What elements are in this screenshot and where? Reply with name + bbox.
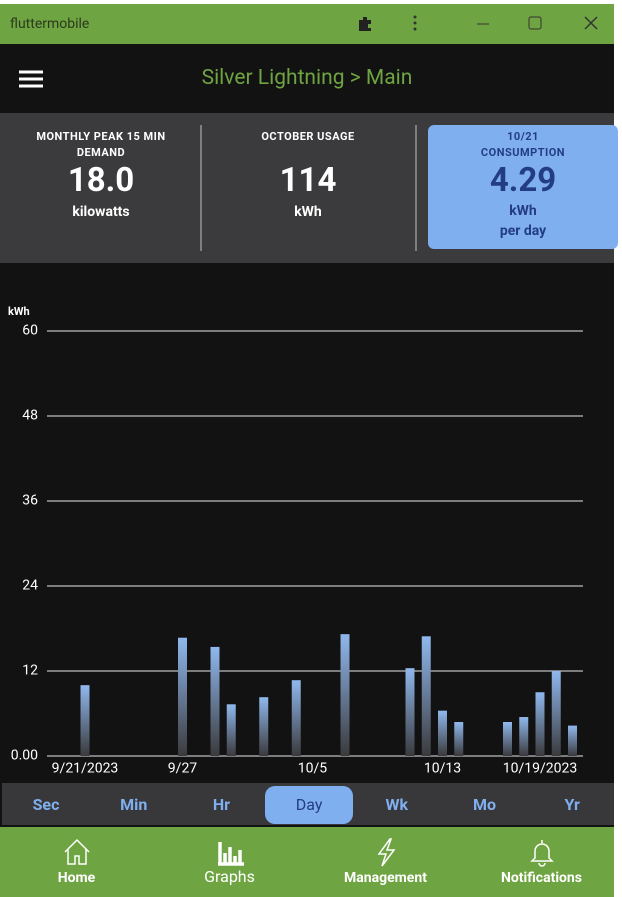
bar <box>178 637 187 756</box>
tab[interactable]: Day <box>265 786 354 824</box>
y-tick-label: 36 <box>22 493 38 509</box>
app-window: fluttermobile Silver Lightning > Main MO… <box>0 4 618 897</box>
bar <box>259 697 269 756</box>
y-tick-label: 12 <box>22 663 38 679</box>
menu-button[interactable] <box>19 70 43 88</box>
stat-value: 18.0 <box>67 161 135 200</box>
bar <box>226 704 236 756</box>
tab[interactable]: Hr <box>212 795 230 814</box>
lightning-icon <box>377 838 395 867</box>
x-tick-label: 10/5 <box>298 761 328 777</box>
stat-unit: kilowatts <box>72 204 130 220</box>
stat-value: 114 <box>279 161 337 200</box>
stats-panel: MONTHLY PEAK 15 MIN DEMAND 18.0 kilowatt… <box>0 113 618 263</box>
app-bar: Silver Lightning > Main <box>0 44 614 113</box>
nav-label: Home <box>57 870 96 886</box>
nav-label: Notifications <box>501 870 582 886</box>
bar <box>519 717 529 756</box>
y-tick-label: 0.00 <box>11 748 38 764</box>
y-tick-label: 24 <box>22 578 38 594</box>
y-tick-label: 48 <box>22 408 38 424</box>
home-icon <box>63 838 90 865</box>
y-tick-label: 60 <box>22 323 38 339</box>
extension-icon[interactable] <box>356 14 374 32</box>
chart: kWh 0.00 12 24 36 48 60 9/21/2023 9/27 10/5 10/13… <box>8 305 583 777</box>
tab[interactable]: Mo <box>472 795 497 814</box>
bar <box>421 636 431 756</box>
stat-card: MONTHLY PEAK 15 MIN DEMAND 18.0 kilowatt… <box>6 125 196 249</box>
close-button[interactable] <box>582 14 600 32</box>
tab[interactable]: Min <box>120 795 148 814</box>
bar <box>80 685 90 756</box>
stat-card[interactable]: 10/21 CONSUMPTION 4.29 kWh per day <box>428 125 618 249</box>
window-title: fluttermobile <box>10 16 90 32</box>
stat-label: OCTOBER USAGE <box>261 130 355 143</box>
nav-item[interactable]: Management <box>309 827 462 897</box>
graphs-icon <box>217 842 244 866</box>
stat-label: CONSUMPTION <box>480 146 566 159</box>
stat-unit: kWh <box>294 204 322 220</box>
x-tick-label: 9/21/2023 <box>52 761 119 777</box>
bar <box>210 646 220 756</box>
bar <box>454 722 464 756</box>
tab[interactable]: Yr <box>564 795 580 814</box>
stat-label: MONTHLY PEAK 15 MIN DEMAND <box>36 130 166 159</box>
separator <box>415 125 417 251</box>
bar <box>551 671 561 756</box>
stat-date: 10/21 <box>507 130 539 143</box>
nav-label: Management <box>344 870 427 886</box>
nav-label: Graphs <box>204 867 255 886</box>
bar <box>568 725 577 756</box>
x-tick-label: 10/13 <box>424 761 461 777</box>
separator <box>200 125 202 251</box>
bell-icon <box>529 840 554 867</box>
maximize-button[interactable] <box>526 14 544 32</box>
bar <box>291 680 301 756</box>
bar <box>503 722 512 756</box>
stat-unit: kWh <box>509 203 537 219</box>
x-tick-label: 9/27 <box>168 761 198 777</box>
nav-item[interactable]: Graphs <box>153 827 306 897</box>
nav-item[interactable]: Home <box>0 827 153 897</box>
stat-card: OCTOBER USAGE 114 kWh <box>213 125 403 249</box>
bottom-nav: Home Graphs Management Notifications <box>0 827 614 897</box>
bar <box>438 710 447 756</box>
tab[interactable]: Sec <box>32 795 60 814</box>
bar <box>405 668 415 756</box>
menu-dots[interactable] <box>408 14 422 32</box>
bar <box>340 634 350 756</box>
title-bar: fluttermobile <box>0 4 614 44</box>
tab[interactable]: Wk <box>385 795 409 814</box>
x-tick-label: 10/19/2023 <box>503 761 578 777</box>
app-title: Silver Lightning > Main <box>201 66 413 90</box>
stat-value: 4.29 <box>489 161 557 200</box>
y-axis-label: kWh <box>8 305 30 318</box>
stat-note: per day <box>499 223 547 239</box>
tab-bar: Sec Min Hr Day Wk Mo Yr <box>2 783 614 825</box>
nav-item[interactable]: Notifications <box>465 827 618 897</box>
bar <box>535 692 545 756</box>
minimize-button[interactable] <box>474 14 492 32</box>
